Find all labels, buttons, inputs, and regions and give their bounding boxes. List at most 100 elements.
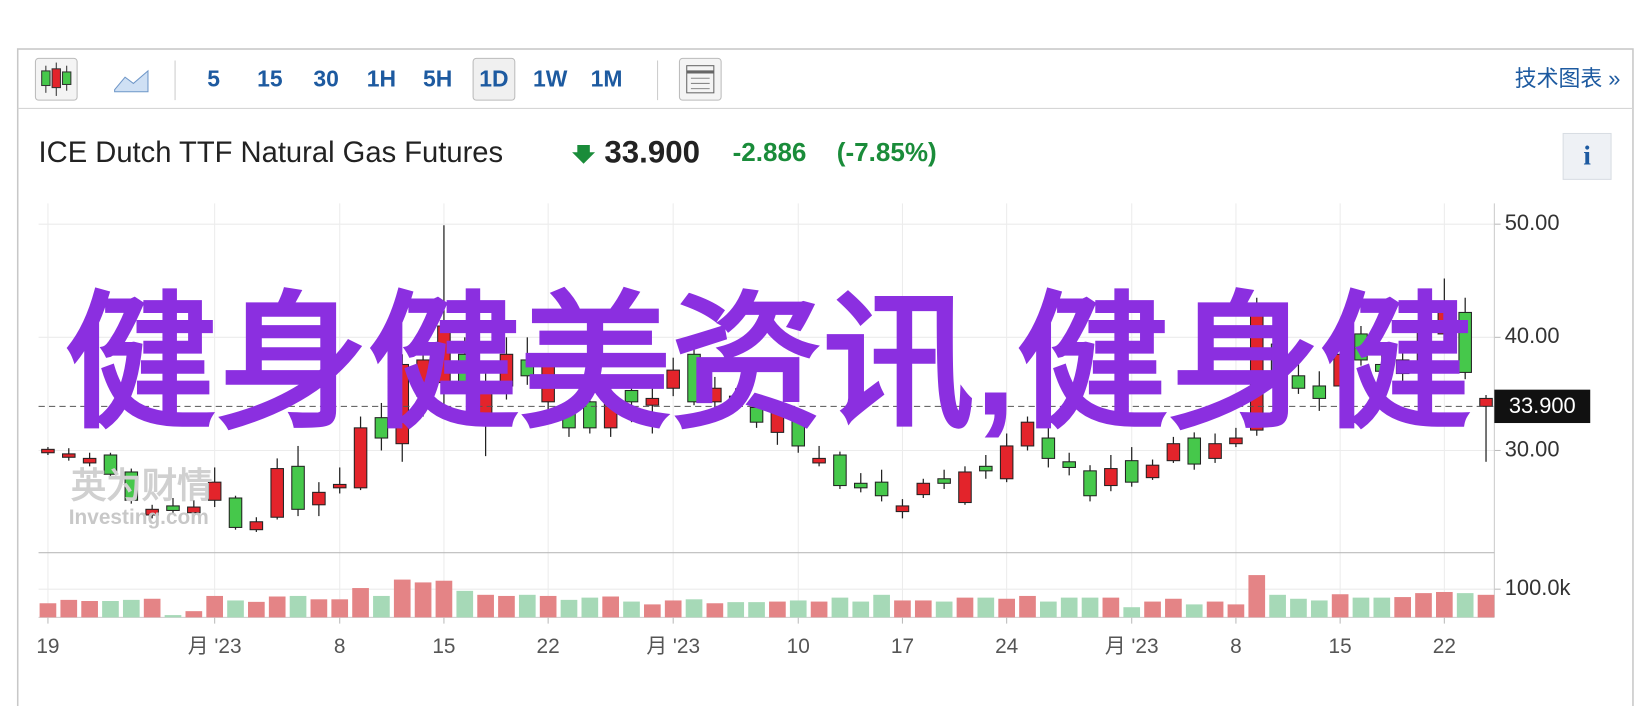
candle-body xyxy=(770,411,785,433)
volume-bar xyxy=(810,601,828,618)
candle-body xyxy=(708,387,722,403)
volume-bar xyxy=(852,601,870,618)
candle-body xyxy=(1458,311,1472,373)
candle-body xyxy=(249,521,264,531)
volume-bar xyxy=(977,597,995,618)
candle-body xyxy=(562,406,576,429)
volume-bar xyxy=(289,595,307,618)
candle-body xyxy=(166,505,180,511)
volume-bar xyxy=(1060,597,1078,618)
x-tick-label: 15 xyxy=(432,635,455,658)
last-price-box xyxy=(1494,389,1591,424)
x-tick-label: 24 xyxy=(995,635,1018,658)
interval-button[interactable]: 5 xyxy=(207,65,220,91)
candle-body xyxy=(1354,333,1368,361)
x-tick-label: 月 '23 xyxy=(188,635,242,658)
candle-body xyxy=(937,478,951,484)
candle-body xyxy=(603,395,618,429)
candle-body xyxy=(1291,375,1306,389)
info-button[interactable]: i xyxy=(1562,132,1612,180)
candle-body xyxy=(499,353,514,387)
overlay-watermark: 健身健美资讯,健身健 xyxy=(65,281,1472,446)
volume-bar xyxy=(894,600,911,618)
candle-body xyxy=(1437,301,1452,335)
candle-body xyxy=(395,363,410,445)
volume-bar xyxy=(685,599,703,618)
interval-button[interactable]: 1W xyxy=(533,65,568,91)
volume-bar xyxy=(935,601,953,618)
candle-body xyxy=(437,325,451,384)
candle-body xyxy=(1104,468,1118,487)
last-price: 33.900 xyxy=(604,135,700,170)
candle-body xyxy=(1479,397,1493,407)
price-change: -2.886 xyxy=(733,137,807,167)
x-tick-label: 月 '23 xyxy=(646,635,700,658)
volume-bar xyxy=(1206,601,1224,618)
candle-body xyxy=(291,465,305,510)
candle-body xyxy=(1375,363,1389,372)
volume-bar xyxy=(143,598,161,618)
volume-bar xyxy=(39,603,57,618)
candle-body xyxy=(833,454,847,487)
candle-body xyxy=(520,359,535,377)
candle-body xyxy=(1020,421,1035,447)
percent-change: (-7.85%) xyxy=(837,137,937,167)
volume-bar xyxy=(956,597,974,618)
volume-bar xyxy=(206,595,224,618)
volume-bar xyxy=(435,580,453,618)
volume-bar xyxy=(664,600,682,618)
chart-area: 19 月 '23 8 15 22 月 '23 10 17 24 月 '23 8 15 22 30.00 40… xyxy=(36,203,1591,658)
table-icon-button[interactable] xyxy=(678,57,722,101)
volume-bar xyxy=(1373,597,1391,618)
y-tick-label: 100.0k xyxy=(1505,575,1571,600)
volume-bar xyxy=(623,601,640,618)
volume-bar xyxy=(1331,594,1349,618)
candle-body xyxy=(749,406,764,423)
interval-button[interactable]: 1M xyxy=(591,65,623,91)
volume-bar xyxy=(539,595,557,618)
candle-body xyxy=(1145,464,1160,479)
y-tick-label: 30.00 xyxy=(1505,436,1560,461)
logo-watermark: Investing.com xyxy=(69,506,209,529)
area-icon-button[interactable] xyxy=(114,69,149,93)
volume-bar xyxy=(456,590,474,618)
icon-area xyxy=(114,69,149,93)
volume-bar xyxy=(81,601,98,618)
icon-body xyxy=(51,68,61,89)
volume-bar xyxy=(560,599,578,618)
volume-bar xyxy=(1144,601,1161,618)
candle-body xyxy=(687,353,701,403)
interval-button[interactable]: 15 xyxy=(257,65,283,91)
interval-button[interactable]: 1D xyxy=(479,65,508,91)
candle-body xyxy=(1041,437,1056,459)
volume-bar xyxy=(1310,600,1328,618)
last-price-label: 33.900 xyxy=(1509,393,1576,418)
candle-body xyxy=(728,395,743,404)
volume-bar xyxy=(518,594,536,618)
interval-button[interactable]: 5H xyxy=(423,65,452,91)
instrument-title: ICE Dutch TTF Natural Gas Futures xyxy=(39,137,504,169)
candle-body xyxy=(478,385,493,418)
info-box xyxy=(1562,132,1612,180)
volume-bar xyxy=(873,594,890,618)
interval-button[interactable]: 1H xyxy=(367,65,396,91)
candle-body xyxy=(958,471,972,504)
volume-bar xyxy=(644,604,661,618)
volume-bar xyxy=(706,603,724,618)
volume-bar xyxy=(373,595,390,618)
x-tick-label: 8 xyxy=(334,635,346,658)
candle-body xyxy=(979,465,993,472)
technical-chart-link[interactable]: 技术图表 » xyxy=(1515,66,1621,91)
volume-bar xyxy=(1165,598,1182,618)
candle-body xyxy=(645,397,660,406)
candle-body xyxy=(457,353,472,384)
candle-icon-button[interactable] xyxy=(34,57,78,101)
interval-button[interactable]: 30 xyxy=(313,65,338,91)
candle-body xyxy=(103,454,118,475)
volume-bar xyxy=(1081,597,1099,618)
candle-body xyxy=(1124,460,1139,483)
candle-body xyxy=(583,401,597,429)
candle-body xyxy=(1208,443,1222,459)
volume-bar xyxy=(748,602,765,618)
candle-body xyxy=(1187,437,1202,465)
